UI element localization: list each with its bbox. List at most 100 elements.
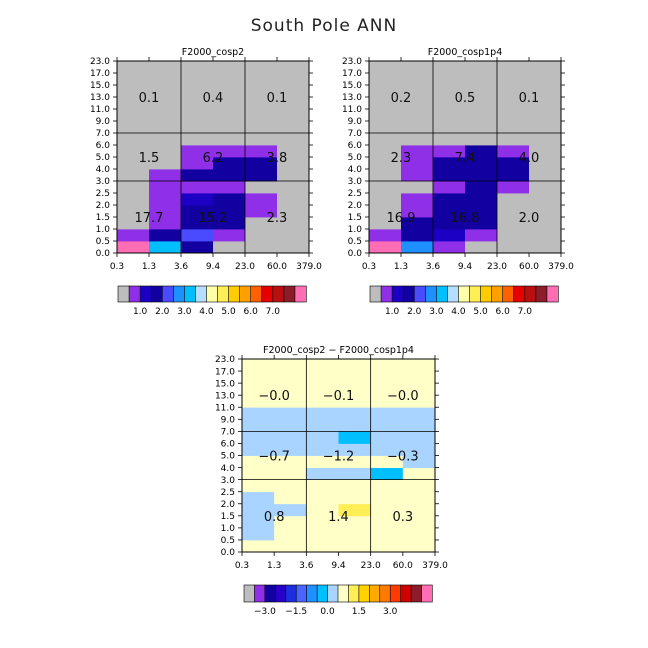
box-value-label: −0.0: [258, 389, 290, 404]
colorbar-swatch: [436, 285, 449, 303]
colorbar-swatch: [369, 285, 382, 303]
heatmap-cell: [149, 193, 182, 206]
box-value-label: −0.1: [323, 389, 355, 404]
heatmap-cell: [369, 193, 402, 206]
colorbar-label: 2.0: [155, 307, 170, 317]
heatmap-cell: [497, 181, 530, 194]
heatmap-cell: [149, 229, 182, 242]
heatmap-cell: [181, 217, 214, 230]
heatmap-cell: [245, 205, 278, 218]
colorbar-swatch: [424, 285, 437, 303]
y-tick-label: 0.0: [96, 249, 111, 259]
heatmap-cell: [181, 85, 214, 98]
heatmap-cell: [149, 133, 182, 146]
heatmap-cell: [213, 121, 246, 134]
heatmap-cell: [117, 85, 150, 98]
heatmap-cell: [242, 467, 275, 481]
heatmap-cell: [181, 97, 214, 110]
heatmap-cell: [401, 133, 434, 146]
y-tick-label: 13.0: [215, 391, 235, 401]
colorbar-swatch: [184, 285, 197, 303]
y-tick-label: 17.0: [90, 69, 110, 79]
colorbar-label: −3.0: [254, 607, 276, 617]
heatmap-cell: [433, 229, 466, 242]
heatmap-cell: [149, 109, 182, 122]
heatmap-cell: [181, 169, 214, 182]
colorbar-label: 1.5: [352, 607, 366, 617]
heatmap-cell: [242, 491, 275, 505]
y-tick-label: 1.0: [348, 225, 363, 235]
y-tick-label: 2.5: [96, 189, 110, 199]
heatmap-cell: [277, 61, 310, 74]
heatmap-cell: [213, 61, 246, 74]
heatmap-cell: [277, 205, 310, 218]
heatmap-cell: [117, 229, 150, 242]
heatmap-cell: [242, 455, 275, 468]
box-value-label: 6.2: [203, 151, 224, 166]
panel-title: F2000_cosp1p4: [428, 47, 503, 58]
box-value-label: 0.1: [139, 91, 160, 106]
colorbar-swatch: [272, 285, 285, 303]
heatmap-cell: [529, 205, 562, 218]
heatmap-cell: [370, 491, 404, 505]
heatmap-cell: [369, 109, 402, 122]
heatmap-cell: [402, 503, 436, 517]
heatmap-cell: [465, 121, 498, 134]
heatmap-cell: [213, 181, 246, 194]
box-value-label: 15.2: [199, 211, 228, 226]
heatmap-cell: [402, 539, 436, 553]
heatmap-cell: [242, 431, 275, 444]
y-tick-label: 2.5: [221, 488, 235, 498]
heatmap-cell: [213, 97, 246, 110]
heatmap-cell: [338, 455, 372, 468]
box-value-label: 16.9: [387, 211, 416, 226]
colorbar-label: 2.0: [407, 307, 422, 317]
x-tick-label: 60.0: [519, 262, 539, 272]
heatmap-cell: [306, 419, 339, 432]
heatmap-cell: [402, 479, 436, 493]
heatmap-cell: [274, 491, 307, 505]
box-value-label: 16.8: [451, 211, 480, 226]
heatmap-cell: [277, 193, 310, 206]
heatmap-cell: [369, 97, 402, 110]
y-tick-label: 6.0: [221, 440, 236, 450]
colorbar-label: 3.0: [177, 307, 192, 317]
y-tick-label: 9.0: [221, 416, 236, 426]
box-value-label: 0.1: [519, 91, 540, 106]
heatmap-cell: [402, 395, 436, 408]
colorbar-swatch: [250, 285, 263, 303]
box-value-label: 0.8: [264, 510, 285, 525]
box-value-label: 0.5: [455, 91, 476, 106]
heatmap-cell: [274, 383, 307, 396]
heatmap-cell: [402, 467, 436, 481]
heatmap-cell: [402, 443, 436, 456]
colorbar-swatch: [261, 285, 274, 303]
heatmap-cell: [274, 419, 307, 432]
heatmap-cell: [370, 479, 404, 493]
colorbar-swatch: [535, 285, 548, 303]
heatmap-cell: [213, 145, 246, 158]
heatmap-cell: [277, 73, 310, 86]
heatmap-cell: [370, 383, 404, 396]
heatmap-cell: [401, 241, 434, 254]
heatmap-cell: [213, 241, 246, 254]
colorbar-swatch: [264, 584, 276, 603]
heatmap-cell: [338, 431, 372, 444]
x-tick-label: 9.4: [206, 262, 221, 272]
x-tick-label: 9.4: [331, 561, 346, 571]
heatmap-cell: [401, 97, 434, 110]
heatmap-cell: [181, 229, 214, 242]
colorbar-label: 1.0: [133, 307, 148, 317]
x-tick-label: 23.0: [487, 262, 507, 272]
y-tick-label: 5.0: [348, 153, 363, 163]
heatmap-cell: [402, 431, 436, 444]
y-tick-label: 0.5: [221, 536, 235, 546]
x-tick-label: 3.6: [426, 262, 441, 272]
heatmap-cell: [369, 73, 402, 86]
heatmap-cell: [402, 527, 436, 541]
y-tick-label: 3.0: [348, 177, 363, 187]
heatmap-cell: [117, 61, 150, 74]
y-tick-label: 3.0: [221, 476, 236, 486]
colorbar-label: 3.0: [429, 307, 444, 317]
heatmap-cell: [369, 241, 402, 254]
